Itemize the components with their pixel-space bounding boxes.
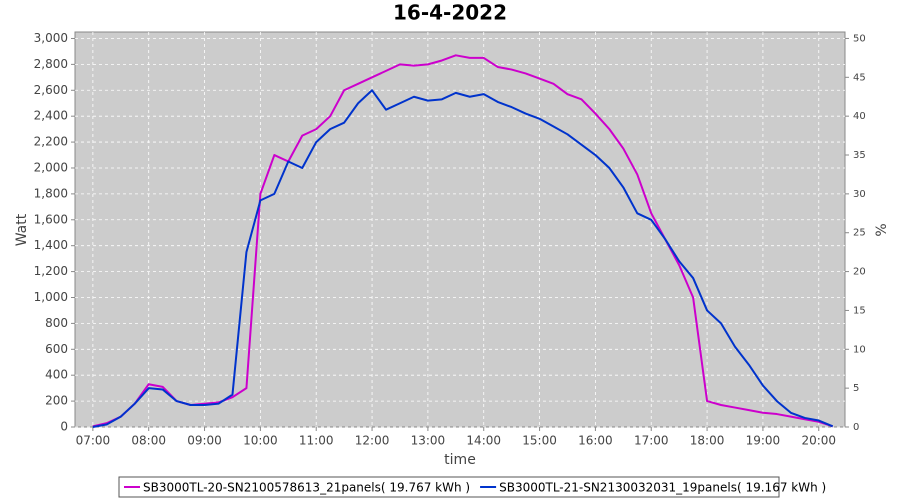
legend-label: SB3000TL-20-SN2100578613_21panels( 19.76… <box>143 481 470 495</box>
x-tick-label: 16:00 <box>578 434 613 448</box>
chart-title: 16-4-2022 <box>393 1 507 25</box>
x-tick-label: 20:00 <box>801 434 836 448</box>
y2-tick-label: 10 <box>853 344 866 355</box>
y2-tick-label: 45 <box>853 72 866 83</box>
x-tick-label: 15:00 <box>522 434 557 448</box>
y-tick-label: 1,200 <box>34 264 68 278</box>
y2-tick-label: 25 <box>853 228 866 239</box>
x-tick-label: 07:00 <box>76 434 111 448</box>
plot-area <box>74 31 846 428</box>
y-tick-label: 400 <box>45 368 68 382</box>
y-tick-label: 2,000 <box>34 160 68 174</box>
y-tick-label: 1,400 <box>34 238 68 252</box>
x-tick-label: 12:00 <box>355 434 390 448</box>
y-tick-label: 2,200 <box>34 135 68 149</box>
x-tick-label: 14:00 <box>466 434 501 448</box>
y-tick-label: 1,600 <box>34 212 68 226</box>
y2-tick-label: 30 <box>853 189 866 200</box>
y2-tick-label: 0 <box>853 422 859 433</box>
y2-axis-label: % <box>874 223 890 236</box>
x-tick-label: 19:00 <box>746 434 781 448</box>
y-tick-label: 600 <box>45 342 68 356</box>
y2-tick-label: 20 <box>853 267 866 278</box>
y2-tick-label: 5 <box>853 383 859 394</box>
y-tick-label: 2,800 <box>34 57 68 71</box>
series-line <box>92 89 834 428</box>
y-tick-label: 1,800 <box>34 186 68 200</box>
series-line <box>92 54 834 428</box>
y-tick-label: 800 <box>45 316 68 330</box>
y-tick-label: 200 <box>45 394 68 408</box>
y2-tick-label: 35 <box>853 150 866 161</box>
y-tick-label: 1,000 <box>34 290 68 304</box>
legend-box <box>118 476 780 498</box>
y-axis-label: Watt <box>14 213 30 246</box>
x-tick-label: 10:00 <box>243 434 278 448</box>
y-tick-label: 2,400 <box>34 109 68 123</box>
x-tick-label: 13:00 <box>411 434 446 448</box>
x-tick-label: 11:00 <box>299 434 334 448</box>
y2-tick-label: 15 <box>853 305 866 316</box>
x-tick-label: 18:00 <box>690 434 725 448</box>
legend: SB3000TL-20-SN2100578613_21panels( 19.76… <box>124 481 826 495</box>
y-tick-label: 3,000 <box>34 31 68 45</box>
y-tick-label: 0 <box>60 420 68 434</box>
x-tick-label: 09:00 <box>187 434 222 448</box>
y-tick-label: 2,600 <box>34 83 68 97</box>
x-axis-label: time <box>444 452 476 468</box>
legend-label: SB3000TL-21-SN2130032031_19panels( 19.16… <box>499 481 826 495</box>
y2-tick-label: 50 <box>853 33 866 44</box>
y2-tick-label: 40 <box>853 111 866 122</box>
x-tick-label: 08:00 <box>131 434 166 448</box>
x-tick-label: 17:00 <box>634 434 669 448</box>
